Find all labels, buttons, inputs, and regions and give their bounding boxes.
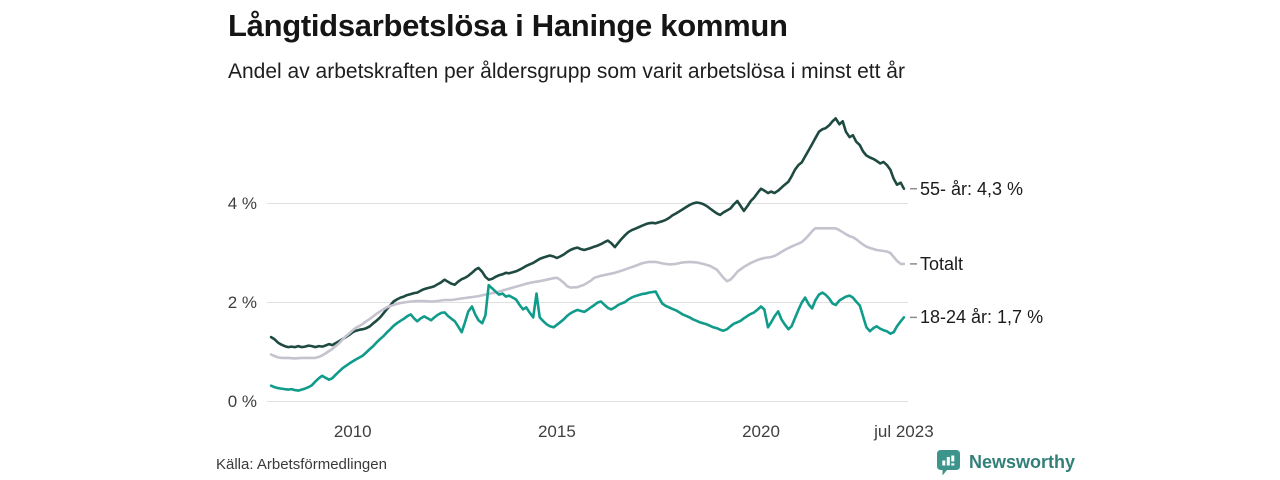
series-end-label: 55- år: 4,3 % [920, 178, 1024, 199]
chart-title: Långtidsarbetslösa i Haninge kommun [228, 8, 788, 43]
y-axis-tick-4: 4 % [227, 193, 257, 213]
x-axis-tick-2010: 2010 [333, 422, 372, 441]
series-end-label: 18-24 år: 1,7 % [920, 307, 1044, 328]
x-axis-tick-jul2023: jul 2023 [874, 422, 934, 441]
x-axis-tick-2020: 2020 [742, 422, 780, 441]
chart-subtitle: Andel av arbetskraften per åldersgrupp s… [228, 60, 905, 83]
y-axis-tick-0: 0 % [227, 391, 257, 411]
source-note: Källa: Arbetsförmedlingen [216, 456, 387, 473]
newsworthy-logo: Newsworthy [936, 449, 1075, 476]
x-axis-tick-2015: 2015 [537, 422, 576, 441]
newsworthy-logo-text: Newsworthy [969, 452, 1076, 472]
series-line-1 [269, 227, 906, 360]
newsworthy-logo-icon [937, 450, 960, 476]
series-line-0 [269, 117, 906, 349]
y-axis-tick-2: 2 % [227, 292, 257, 312]
series-line-2 [269, 283, 906, 392]
series-end-label: Totalt [920, 253, 964, 274]
